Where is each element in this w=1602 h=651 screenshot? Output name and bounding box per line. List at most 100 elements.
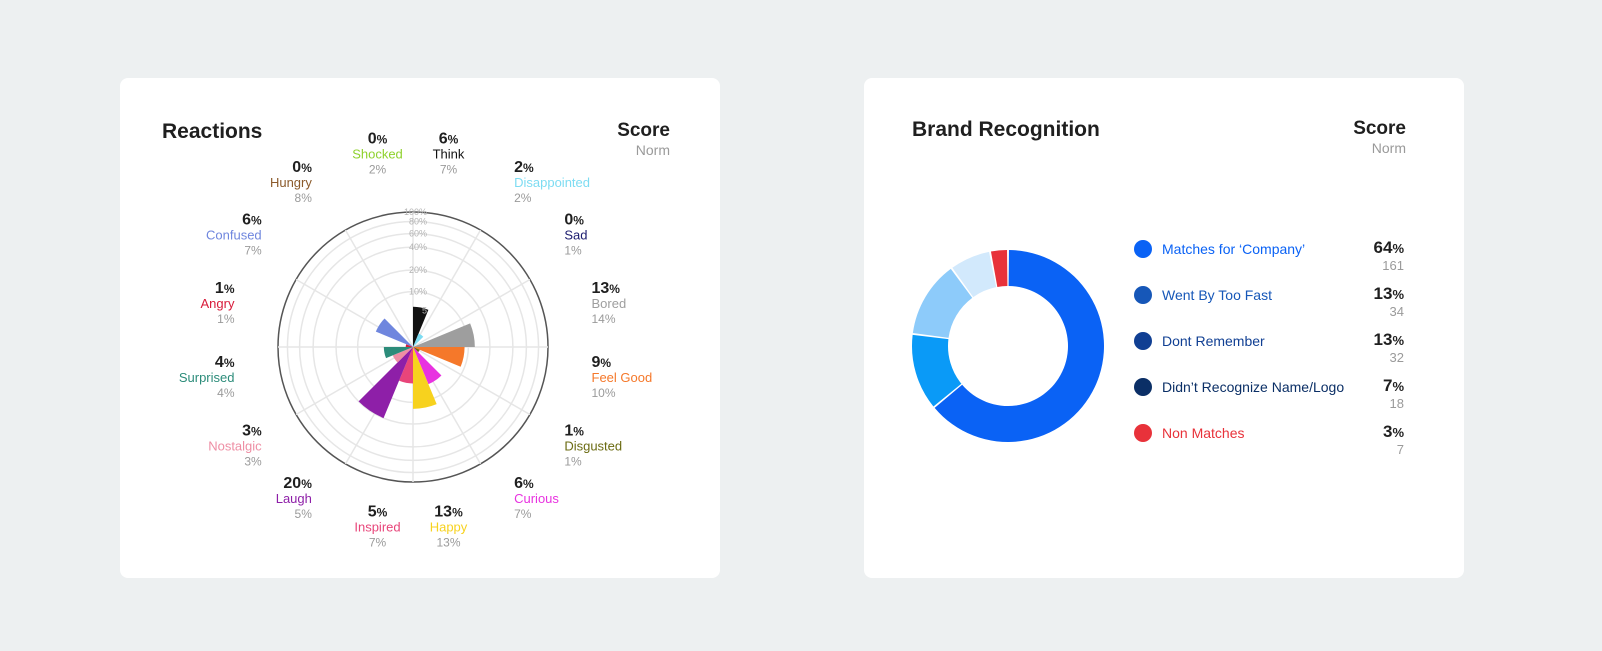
score-value: 4% bbox=[215, 354, 235, 371]
reactions-score-header: Score Norm bbox=[617, 120, 670, 158]
donut-slices bbox=[912, 250, 1104, 442]
percent-sign: % bbox=[251, 213, 262, 227]
category-name: Disgusted bbox=[564, 439, 622, 454]
grid-spoke bbox=[412, 346, 531, 416]
score-value: 13% bbox=[592, 280, 621, 297]
bar-curious bbox=[413, 347, 442, 385]
slice-non-matches bbox=[990, 250, 1008, 287]
percent-sign: % bbox=[523, 161, 534, 175]
norm-value: 7% bbox=[369, 535, 387, 549]
percent-sign: % bbox=[301, 477, 312, 491]
norm-value: 2% bbox=[369, 163, 387, 177]
grid-spoke bbox=[295, 346, 414, 416]
category-name: Surprised bbox=[179, 370, 235, 385]
percent-sign: % bbox=[448, 133, 459, 147]
brand-donut-chart bbox=[912, 250, 1104, 442]
legend-count: 161 bbox=[1382, 258, 1404, 273]
percent-sign: % bbox=[224, 282, 235, 296]
percent-sign: % bbox=[1392, 425, 1404, 440]
legend-item-matches-for-company: Matches for ‘Company’ 64% 161 bbox=[1134, 238, 1404, 278]
slice-matches-for-company bbox=[934, 250, 1104, 442]
legend-label: Went By Too Fast bbox=[1162, 287, 1272, 303]
bar-nostalgic bbox=[392, 347, 413, 363]
polar-grid bbox=[277, 211, 549, 483]
score-value: 13% bbox=[434, 503, 463, 520]
slice-went-by-too-fast bbox=[912, 334, 962, 407]
legend-count: 7 bbox=[1396, 442, 1404, 457]
legend-dot bbox=[1134, 378, 1152, 396]
percent-sign: % bbox=[1392, 379, 1404, 394]
grid-spoke bbox=[344, 229, 414, 348]
category-name: Inspired bbox=[354, 519, 400, 534]
bar-think bbox=[413, 306, 429, 347]
category-name: Bored bbox=[592, 296, 627, 311]
percent-sign: % bbox=[301, 161, 312, 175]
score-value: 1% bbox=[564, 423, 584, 440]
score-value: 3% bbox=[242, 423, 262, 440]
tick-label: 60% bbox=[409, 229, 427, 239]
norm-value: 1% bbox=[217, 312, 235, 326]
norm-value: 2% bbox=[514, 191, 532, 205]
slice-didn-t-recognize-name-logo bbox=[952, 251, 997, 298]
percent-sign: % bbox=[251, 425, 262, 439]
norm-value: 4% bbox=[217, 386, 235, 400]
percent-sign: % bbox=[224, 356, 235, 370]
score-value: 9% bbox=[592, 354, 612, 371]
category-name: Hungry bbox=[270, 175, 312, 190]
percent-sign: % bbox=[609, 282, 620, 296]
percent-sign: % bbox=[452, 505, 463, 519]
bar-happy bbox=[413, 347, 437, 409]
bar-surprised bbox=[383, 347, 413, 359]
norm-label: Norm bbox=[1371, 140, 1406, 156]
grid-spoke bbox=[412, 278, 531, 348]
category-name: Think bbox=[433, 147, 465, 162]
brand-title: Brand Recognition bbox=[912, 118, 1100, 141]
percent-sign: % bbox=[1392, 241, 1404, 256]
legend-count: 34 bbox=[1389, 304, 1404, 319]
tick-label: 40% bbox=[409, 242, 427, 252]
category-name: Confused bbox=[206, 227, 262, 242]
percent-sign: % bbox=[1392, 333, 1404, 348]
category-name: Curious bbox=[514, 491, 559, 506]
score-value: 1% bbox=[215, 280, 235, 297]
polar-tick-labels: 5 10% 20% 40% 60% 80%100% bbox=[404, 207, 427, 316]
legend-item-non-matches: Non Matches 3% 7 bbox=[1134, 422, 1404, 462]
norm-value: 3% bbox=[244, 455, 262, 469]
polar-bars bbox=[358, 306, 475, 419]
score-value: 2% bbox=[514, 159, 534, 176]
tick-label: 80% bbox=[409, 216, 427, 226]
percent-sign: % bbox=[600, 356, 611, 370]
legend-item-didn-t-recognize-name-logo: Didn’t Recognize Name/Logo 7% 18 bbox=[1134, 376, 1404, 416]
score-value: 20% bbox=[283, 475, 312, 492]
legend-label: Dont Remember bbox=[1162, 333, 1265, 349]
bar-angry bbox=[405, 344, 413, 347]
legend-label: Didn’t Recognize Name/Logo bbox=[1162, 379, 1345, 395]
legend-label: Non Matches bbox=[1162, 425, 1245, 441]
legend-item-dont-remember: Dont Remember 13% 32 bbox=[1134, 330, 1404, 370]
bar-laugh bbox=[358, 347, 413, 419]
legend-item-went-by-too-fast: Went By Too Fast 13% 34 bbox=[1134, 284, 1404, 324]
tick-label: 5 bbox=[422, 306, 427, 316]
bar-feel-good bbox=[413, 347, 465, 367]
norm-value: 13% bbox=[436, 535, 460, 549]
legend-count: 18 bbox=[1389, 396, 1404, 411]
score-value: 6% bbox=[514, 475, 534, 492]
legend-score: 13% bbox=[1373, 330, 1404, 349]
percent-sign: % bbox=[377, 505, 388, 519]
legend-dot bbox=[1134, 286, 1152, 304]
legend-score: 3% bbox=[1382, 422, 1404, 441]
